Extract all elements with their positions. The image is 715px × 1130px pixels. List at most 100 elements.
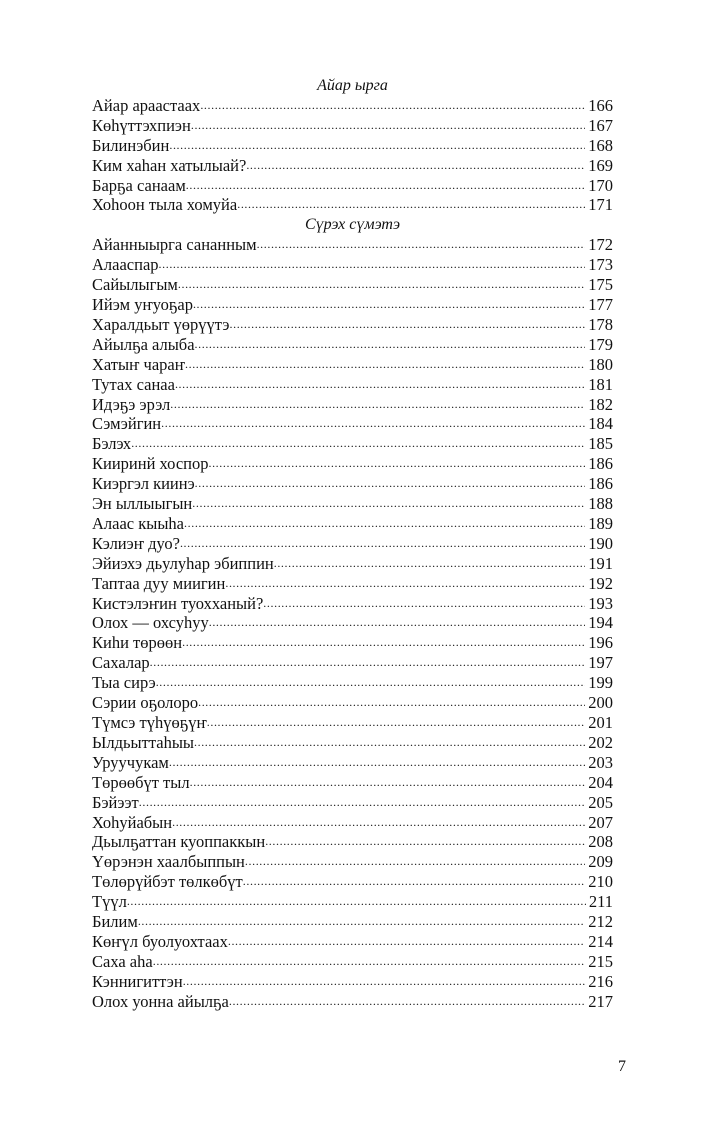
dot-leader [175,375,585,395]
entry-title: Ким хаһан хатылыай? [92,155,247,175]
toc-entry: Хатыҥ чараҥ 180 [92,355,613,375]
entry-page: 201 [588,713,613,732]
toc-entry: Барҕа санаам 170 [92,176,613,196]
entry-title: Таптаа дуу миигин [92,573,226,593]
toc-entry: Ким хаһан хатылыай? 169 [92,156,613,176]
dot-leader [194,733,585,753]
entry-title: Сахалар [92,653,150,673]
entry-page: 173 [588,255,613,275]
toc-entry: Көһүттэхпиэн 167 [92,116,613,136]
section-heading: Сүрэх сүмэтэ [304,216,401,234]
entry-page: 186 [588,474,613,494]
dot-leader [274,554,586,574]
entry-title: Билинэбин [92,135,170,155]
toc-entry: Үөрэнэн хаалбыппын 209 [92,852,613,872]
entry-title: Уруучукам [92,752,169,772]
dot-leader [237,195,585,215]
entry-title: Киэргэл киинэ [92,474,195,494]
entry-page: 209 [588,852,613,872]
entry-page: 184 [588,414,613,434]
entry-title: Сэмэйгин [92,414,162,434]
dot-leader [243,872,585,892]
entry-page: 214 [588,931,613,951]
entry-title: Кэннигиттэн [92,971,183,991]
toc-entry: Сэрии оҕолоро 200 [92,693,613,713]
toc-entry: Сайылыгым 175 [92,275,613,295]
entry-page: 199 [588,673,613,693]
entry-title: Хоһоон тыла хомуйа [92,195,238,215]
entry-title: Төлөрүйбэт төлкөбүт [92,872,243,892]
entry-page: 193 [588,593,613,613]
entry-title: Түүл [92,892,127,912]
toc-entry: Тыа сирэ 199 [92,673,613,693]
entry-page: 194 [588,613,613,633]
toc-entry: Бэйээт 205 [92,793,613,813]
toc-entry: Дьылҕаттан куоппаккын 208 [92,832,613,852]
entry-title: Ылдьыттаһыы [92,732,194,752]
entry-title: Үөрэнэн хаалбыппын [92,852,245,872]
entry-page: 168 [588,135,613,155]
dot-leader [225,574,585,594]
entry-page: 212 [588,912,613,932]
dot-leader [153,952,586,972]
entry-title: Билим [92,912,138,932]
dot-leader [228,932,585,952]
toc-entry: Билим 212 [92,912,613,932]
dot-leader [169,753,585,773]
dot-leader [172,813,585,833]
toc-entry: Хоһуйабын 207 [92,813,613,833]
toc-entry: Эйиэхэ дьулуһар эбиппин 191 [92,554,613,574]
entry-title: Алааспар [92,255,159,275]
entry-page: 170 [588,175,613,195]
dot-leader [161,414,585,434]
toc-entry: Сахалар 197 [92,653,613,673]
toc-entry: Таптаа дуу миигин 192 [92,574,613,594]
toc-entry: Кэннигиттэн 216 [92,972,613,992]
dot-leader [178,275,585,295]
dot-leader [200,96,585,116]
toc-entry: Алааспар 173 [92,255,613,275]
dot-leader [207,713,586,733]
entry-page: 207 [588,812,613,832]
entry-page: 186 [588,454,613,474]
toc-entry: Билинэбин 168 [92,136,613,156]
toc-entry: Төлөрүйбэт төлкөбүт 210 [92,872,613,892]
dot-leader [198,693,585,713]
dot-leader [156,673,586,693]
entry-title: Саха аһа [92,951,153,971]
dot-leader [209,613,586,633]
entry-title: Бэлэх [92,434,132,454]
entry-page: 211 [588,892,613,912]
entry-title: Түмсэ түһүөҕүҥ [92,713,207,732]
toc-entry: Айар араастаах 166 [92,96,613,116]
entry-page: 175 [588,275,613,295]
dot-leader [127,892,586,912]
dot-leader [131,434,585,454]
dot-leader [185,355,585,375]
entry-page: 190 [588,533,613,553]
toc-entry: Киһи төрөөн 196 [92,633,613,653]
dot-leader [208,454,585,474]
entry-page: 208 [588,832,613,852]
entry-title: Хоһуйабын [92,812,173,832]
entry-page: 197 [588,653,613,673]
toc-entry: Уруучукам 203 [92,753,613,773]
entry-page: 171 [588,195,613,215]
toc-entry: Олох — охсуһуу 194 [92,613,613,633]
toc-entry: Кистэлэҥин туохханый? 193 [92,594,613,614]
page-number: 7 [618,1058,626,1075]
entry-page: 196 [588,633,613,653]
dot-leader [263,594,585,614]
toc-entry: Сэмэйгин 184 [92,414,613,434]
entry-title: Дьылҕаттан куоппаккын [92,832,266,852]
dot-leader [245,852,585,872]
entry-title: Барҕа санаам [92,175,186,195]
entry-page: 166 [588,95,613,115]
entry-page: 181 [588,374,613,394]
section-heading: Айар ырга [317,77,388,94]
dot-leader [184,514,585,534]
entry-title: Олох — охсуһуу [92,613,209,633]
entry-title: Тыа сирэ [92,673,156,693]
dot-leader [192,494,585,514]
toc-entry: Киэргэл киинэ 186 [92,474,613,494]
